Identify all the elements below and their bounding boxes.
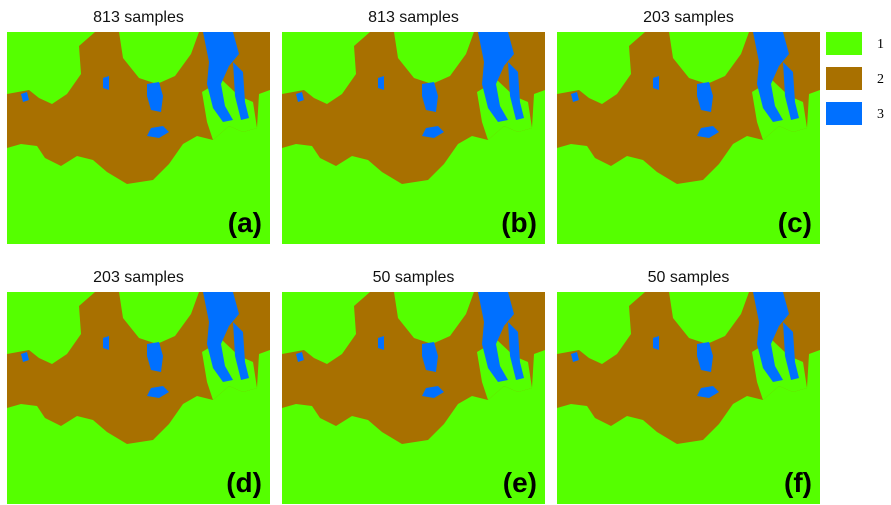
panel-title: 203 samples [643,9,734,26]
panel-label: (f) [784,467,812,498]
class-region [653,336,659,350]
panel-label: (d) [226,467,262,498]
class-region [653,76,659,90]
panel-title: 50 samples [373,269,455,286]
map-panel [557,292,820,504]
panel-title: 203 samples [93,269,184,286]
figure: 813 samples (a) 813 samples (b) 203 samples (… [0,0,891,505]
panel-title: 813 samples [368,9,459,26]
class-region [378,336,384,350]
legend-swatch [826,67,862,90]
legend-swatch [826,32,862,55]
panel-label: (c) [778,207,812,238]
panel-title: 50 samples [648,269,730,286]
panel-label: (e) [503,467,537,498]
legend-label: 2 [877,72,884,87]
panel-label: (b) [501,207,537,238]
class-region [103,76,109,90]
legend-label: 1 [877,37,884,52]
panel-label: (a) [228,207,262,238]
legend-swatch [826,102,862,125]
class-region [103,336,109,350]
class-region [378,76,384,90]
panel-title: 813 samples [93,9,184,26]
legend-label: 3 [877,107,884,122]
